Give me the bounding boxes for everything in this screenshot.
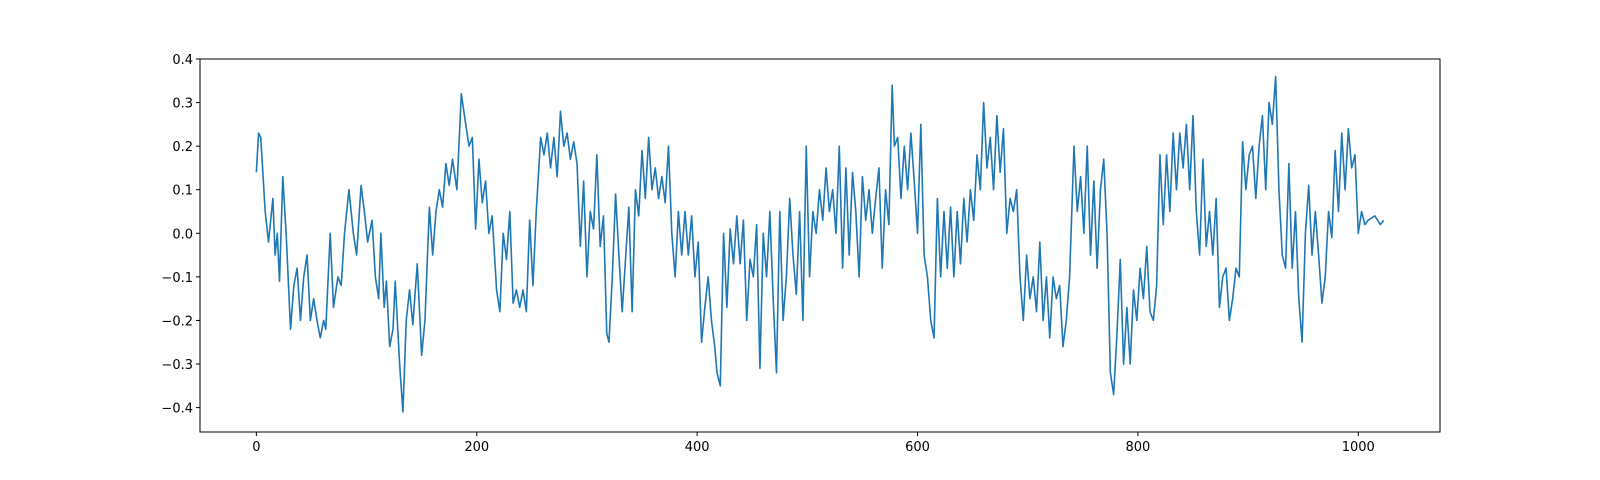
data-line (255, 75, 1385, 413)
y-tick-label: −0.3 (161, 358, 193, 373)
y-tick-label: 0.1 (172, 184, 193, 199)
y-tick-label: 0.3 (172, 97, 193, 112)
axes-frame (199, 58, 1441, 433)
x-tick-label: 0 (252, 440, 260, 455)
y-tick-label: −0.1 (161, 271, 193, 286)
y-tick-label: 0.4 (172, 53, 193, 68)
x-tick-label: 600 (905, 440, 930, 455)
y-tick-label: −0.4 (161, 402, 193, 417)
x-tick-label: 1000 (1342, 440, 1375, 455)
x-tick-label: 200 (464, 440, 489, 455)
x-tick-label: 400 (685, 440, 710, 455)
y-tick-label: 0.2 (172, 140, 193, 155)
y-tick-label: 0.0 (172, 227, 193, 242)
y-tick-label: −0.2 (161, 314, 193, 329)
x-tick-label: 800 (1125, 440, 1150, 455)
